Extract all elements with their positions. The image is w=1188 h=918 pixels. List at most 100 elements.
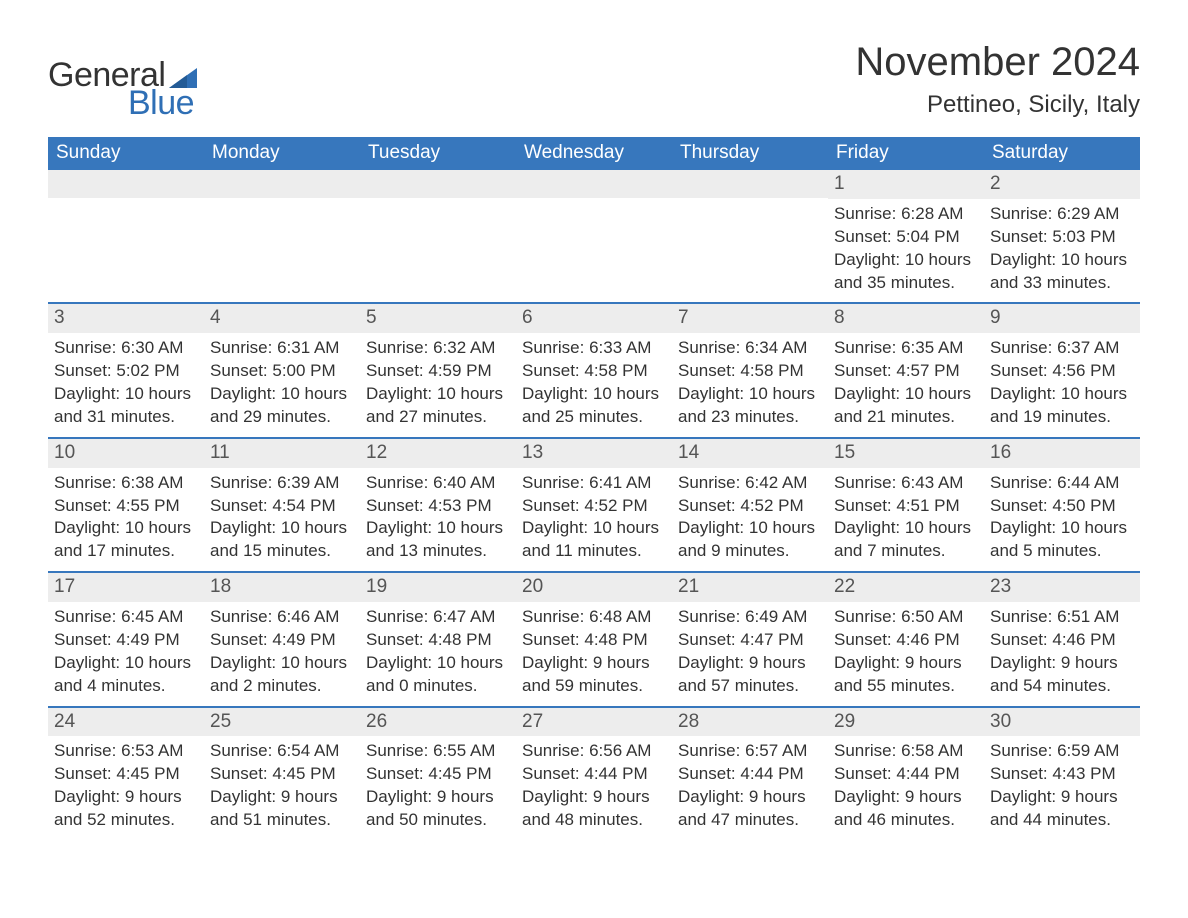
day-number: 7	[672, 304, 828, 333]
calendar-day-cell	[360, 170, 516, 302]
sunrise-line: Sunrise: 6:42 AM	[678, 472, 822, 495]
sunset-line: Sunset: 4:54 PM	[210, 495, 354, 518]
daylight-line-1: Daylight: 10 hours	[678, 517, 822, 540]
daylight-line-1: Daylight: 10 hours	[366, 383, 510, 406]
day-number: 18	[204, 573, 360, 602]
daylight-line-1: Daylight: 10 hours	[678, 383, 822, 406]
daylight-line-1: Daylight: 10 hours	[990, 383, 1134, 406]
location-subtitle: Pettineo, Sicily, Italy	[855, 91, 1140, 119]
calendar-day-cell: 25Sunrise: 6:54 AMSunset: 4:45 PMDayligh…	[204, 708, 360, 840]
day-body: Sunrise: 6:38 AMSunset: 4:55 PMDaylight:…	[48, 468, 204, 572]
page-title: November 2024	[855, 40, 1140, 85]
day-number: 24	[48, 708, 204, 737]
daylight-line-2: and 33 minutes.	[990, 272, 1134, 295]
calendar-day-cell: 12Sunrise: 6:40 AMSunset: 4:53 PMDayligh…	[360, 439, 516, 571]
sunset-line: Sunset: 4:49 PM	[210, 629, 354, 652]
day-number: 30	[984, 708, 1140, 737]
sunrise-line: Sunrise: 6:46 AM	[210, 606, 354, 629]
sunset-line: Sunset: 5:04 PM	[834, 226, 978, 249]
calendar-day-cell: 13Sunrise: 6:41 AMSunset: 4:52 PMDayligh…	[516, 439, 672, 571]
calendar-day-cell: 30Sunrise: 6:59 AMSunset: 4:43 PMDayligh…	[984, 708, 1140, 840]
day-body: Sunrise: 6:50 AMSunset: 4:46 PMDaylight:…	[828, 602, 984, 706]
calendar-day-cell: 19Sunrise: 6:47 AMSunset: 4:48 PMDayligh…	[360, 573, 516, 705]
daylight-line-2: and 25 minutes.	[522, 406, 666, 429]
day-number: 14	[672, 439, 828, 468]
sunrise-line: Sunrise: 6:29 AM	[990, 203, 1134, 226]
day-body: Sunrise: 6:39 AMSunset: 4:54 PMDaylight:…	[204, 468, 360, 572]
day-body: Sunrise: 6:34 AMSunset: 4:58 PMDaylight:…	[672, 333, 828, 437]
col-header-tuesday: Tuesday	[360, 137, 516, 170]
sunrise-line: Sunrise: 6:44 AM	[990, 472, 1134, 495]
day-number: 1	[828, 170, 984, 199]
calendar-week-row: 17Sunrise: 6:45 AMSunset: 4:49 PMDayligh…	[48, 571, 1140, 705]
day-body: Sunrise: 6:56 AMSunset: 4:44 PMDaylight:…	[516, 736, 672, 840]
title-block: November 2024 Pettineo, Sicily, Italy	[855, 40, 1140, 119]
empty-day-strip	[516, 170, 672, 198]
col-header-thursday: Thursday	[672, 137, 828, 170]
sunrise-line: Sunrise: 6:53 AM	[54, 740, 198, 763]
day-number: 13	[516, 439, 672, 468]
day-number: 15	[828, 439, 984, 468]
calendar-week-row: 1Sunrise: 6:28 AMSunset: 5:04 PMDaylight…	[48, 170, 1140, 302]
daylight-line-1: Daylight: 9 hours	[834, 652, 978, 675]
daylight-line-1: Daylight: 10 hours	[210, 383, 354, 406]
calendar-day-cell: 1Sunrise: 6:28 AMSunset: 5:04 PMDaylight…	[828, 170, 984, 302]
calendar-day-cell: 22Sunrise: 6:50 AMSunset: 4:46 PMDayligh…	[828, 573, 984, 705]
calendar-day-cell	[672, 170, 828, 302]
day-number: 3	[48, 304, 204, 333]
daylight-line-2: and 29 minutes.	[210, 406, 354, 429]
sunset-line: Sunset: 4:58 PM	[522, 360, 666, 383]
daylight-line-1: Daylight: 10 hours	[990, 517, 1134, 540]
sunrise-line: Sunrise: 6:38 AM	[54, 472, 198, 495]
day-body: Sunrise: 6:59 AMSunset: 4:43 PMDaylight:…	[984, 736, 1140, 840]
daylight-line-1: Daylight: 9 hours	[990, 652, 1134, 675]
day-body: Sunrise: 6:43 AMSunset: 4:51 PMDaylight:…	[828, 468, 984, 572]
calendar-week-row: 24Sunrise: 6:53 AMSunset: 4:45 PMDayligh…	[48, 706, 1140, 840]
sunset-line: Sunset: 4:48 PM	[366, 629, 510, 652]
header-region: General Blue November 2024 Pettineo, Sic…	[48, 40, 1140, 123]
day-body: Sunrise: 6:42 AMSunset: 4:52 PMDaylight:…	[672, 468, 828, 572]
day-body: Sunrise: 6:53 AMSunset: 4:45 PMDaylight:…	[48, 736, 204, 840]
brand-logo: General Blue	[48, 58, 197, 123]
daylight-line-2: and 52 minutes.	[54, 809, 198, 832]
daylight-line-1: Daylight: 10 hours	[834, 249, 978, 272]
daylight-line-2: and 55 minutes.	[834, 675, 978, 698]
sunrise-line: Sunrise: 6:49 AM	[678, 606, 822, 629]
sunrise-line: Sunrise: 6:57 AM	[678, 740, 822, 763]
day-body: Sunrise: 6:45 AMSunset: 4:49 PMDaylight:…	[48, 602, 204, 706]
sunrise-line: Sunrise: 6:37 AM	[990, 337, 1134, 360]
sunrise-line: Sunrise: 6:32 AM	[366, 337, 510, 360]
calendar-day-cell: 9Sunrise: 6:37 AMSunset: 4:56 PMDaylight…	[984, 304, 1140, 436]
calendar-day-cell: 10Sunrise: 6:38 AMSunset: 4:55 PMDayligh…	[48, 439, 204, 571]
daylight-line-2: and 27 minutes.	[366, 406, 510, 429]
daylight-line-2: and 44 minutes.	[990, 809, 1134, 832]
calendar-day-cell: 4Sunrise: 6:31 AMSunset: 5:00 PMDaylight…	[204, 304, 360, 436]
daylight-line-2: and 9 minutes.	[678, 540, 822, 563]
sunset-line: Sunset: 4:45 PM	[54, 763, 198, 786]
day-body: Sunrise: 6:40 AMSunset: 4:53 PMDaylight:…	[360, 468, 516, 572]
day-body: Sunrise: 6:35 AMSunset: 4:57 PMDaylight:…	[828, 333, 984, 437]
day-body: Sunrise: 6:44 AMSunset: 4:50 PMDaylight:…	[984, 468, 1140, 572]
daylight-line-2: and 0 minutes.	[366, 675, 510, 698]
calendar-day-cell: 3Sunrise: 6:30 AMSunset: 5:02 PMDaylight…	[48, 304, 204, 436]
day-body: Sunrise: 6:49 AMSunset: 4:47 PMDaylight:…	[672, 602, 828, 706]
sunrise-line: Sunrise: 6:58 AM	[834, 740, 978, 763]
sunrise-line: Sunrise: 6:31 AM	[210, 337, 354, 360]
sunrise-line: Sunrise: 6:39 AM	[210, 472, 354, 495]
day-number: 11	[204, 439, 360, 468]
sunrise-line: Sunrise: 6:50 AM	[834, 606, 978, 629]
sunset-line: Sunset: 4:59 PM	[366, 360, 510, 383]
daylight-line-1: Daylight: 10 hours	[834, 517, 978, 540]
calendar-day-cell: 24Sunrise: 6:53 AMSunset: 4:45 PMDayligh…	[48, 708, 204, 840]
day-number: 25	[204, 708, 360, 737]
sunrise-line: Sunrise: 6:59 AM	[990, 740, 1134, 763]
sunrise-line: Sunrise: 6:43 AM	[834, 472, 978, 495]
calendar-header-row: Sunday Monday Tuesday Wednesday Thursday…	[48, 137, 1140, 170]
daylight-line-2: and 57 minutes.	[678, 675, 822, 698]
sunset-line: Sunset: 4:56 PM	[990, 360, 1134, 383]
daylight-line-1: Daylight: 10 hours	[834, 383, 978, 406]
col-header-wednesday: Wednesday	[516, 137, 672, 170]
sunrise-line: Sunrise: 6:56 AM	[522, 740, 666, 763]
daylight-line-2: and 5 minutes.	[990, 540, 1134, 563]
day-number: 28	[672, 708, 828, 737]
